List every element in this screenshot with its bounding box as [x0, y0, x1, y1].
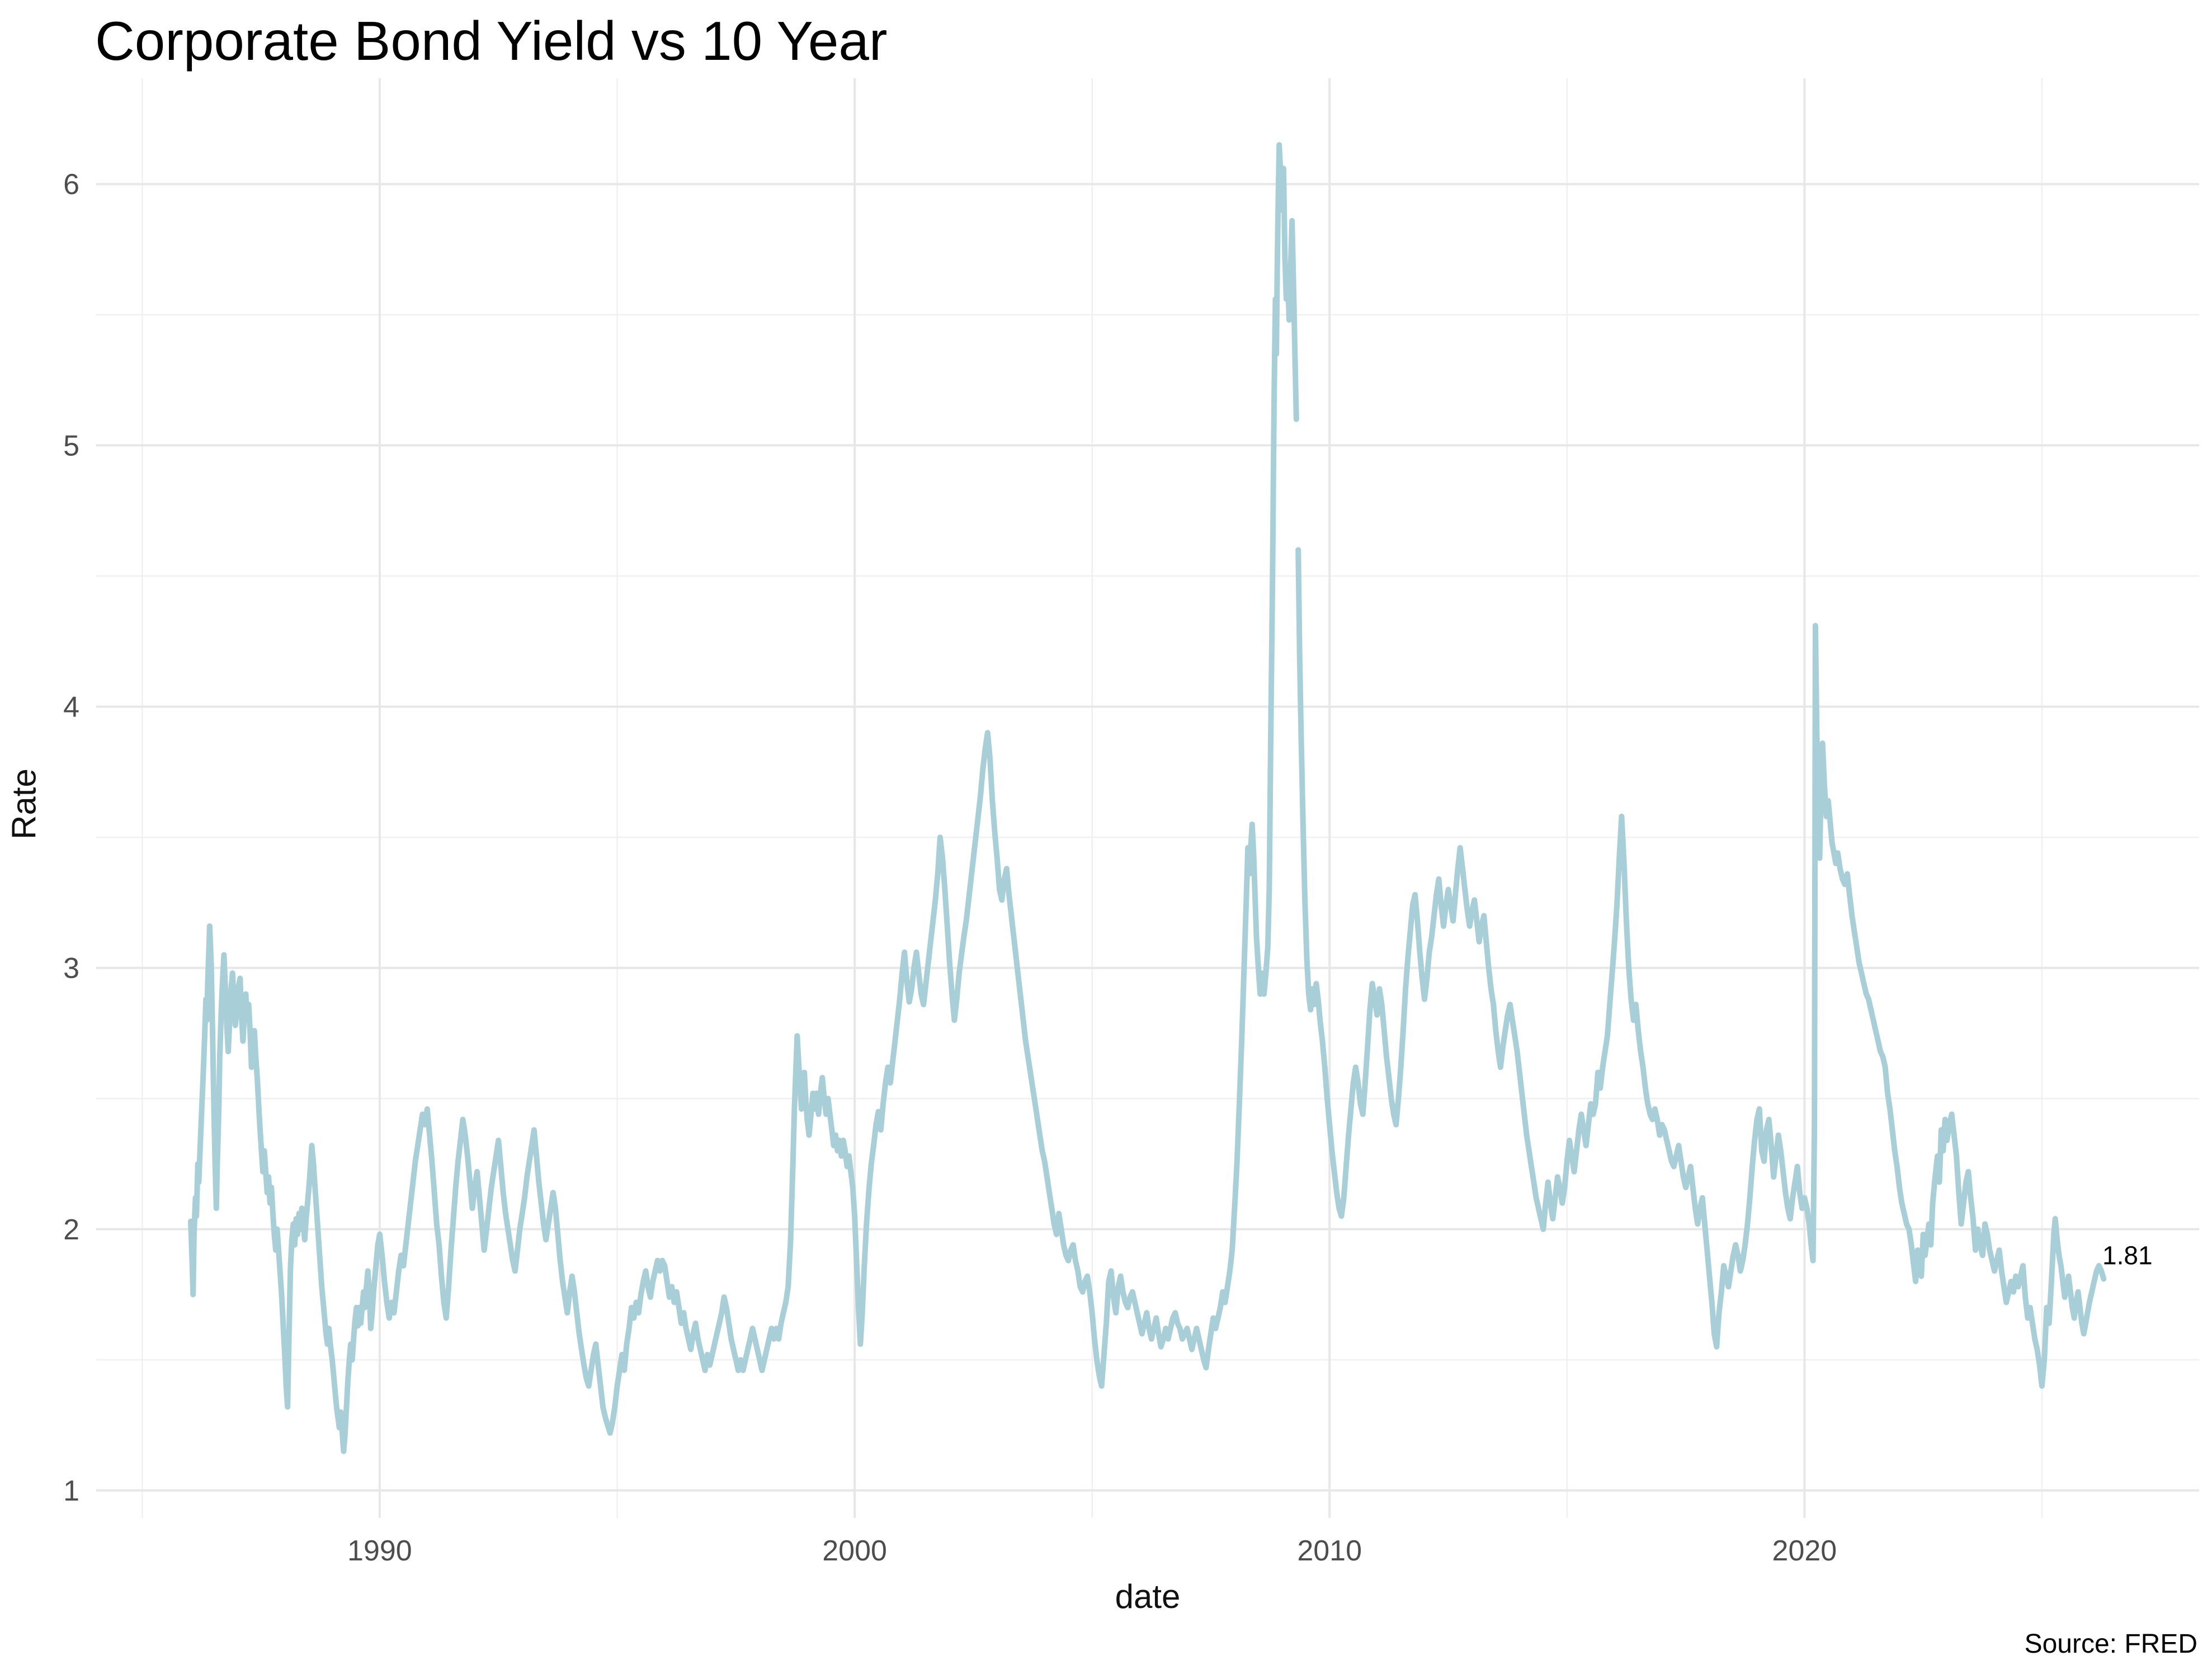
x-tick-label: 2020: [1772, 1535, 1837, 1567]
y-tick-label: 3: [63, 952, 79, 985]
source-note: Source: FRED: [2024, 1629, 2197, 1659]
x-axis-title: date: [1115, 1578, 1181, 1615]
series-line: [1295, 547, 2107, 1389]
y-tick-label: 5: [63, 430, 79, 462]
y-tick-label: 4: [63, 691, 79, 724]
y-tick-label: 1: [63, 1475, 79, 1507]
x-tick-label: 2000: [822, 1535, 887, 1567]
x-tick-label: 1990: [347, 1535, 412, 1567]
y-tick-label: 2: [63, 1214, 79, 1246]
y-tick-label: 6: [63, 168, 79, 201]
annotation-last-value: 1.81: [2102, 1241, 2153, 1270]
x-tick-label: 2010: [1297, 1535, 1362, 1567]
chart-title: Corporate Bond Yield vs 10 Year: [95, 10, 888, 72]
series-line: [188, 142, 1299, 1454]
y-axis-title: Rate: [5, 768, 43, 839]
